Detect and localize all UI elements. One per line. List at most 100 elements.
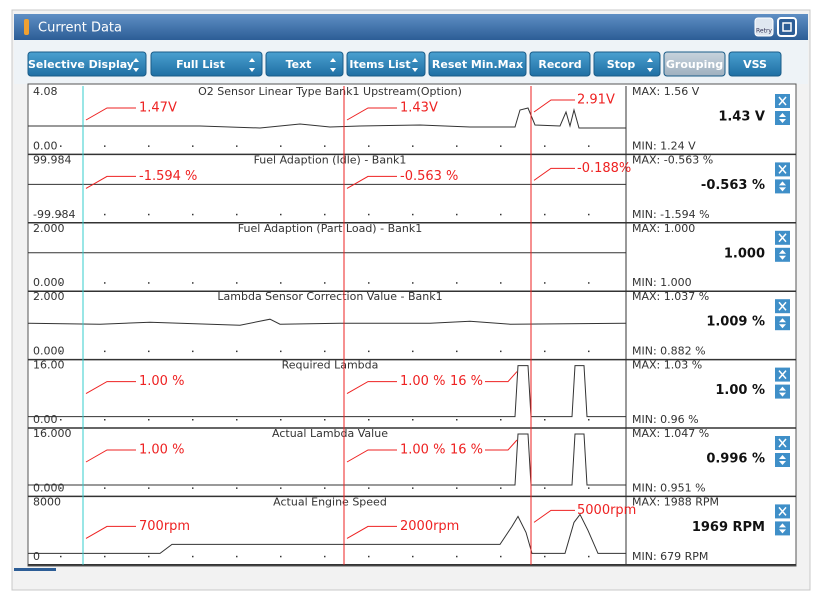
toolbar-button[interactable]: [265, 51, 344, 77]
annotation-arrow: [85, 449, 136, 463]
tick-dot: [60, 487, 62, 489]
close-icon: [778, 506, 787, 516]
scale-bottom: -99.984: [33, 208, 75, 221]
current-value: -0.563 %: [701, 178, 765, 193]
tick-dot: [368, 145, 370, 147]
min-value: MIN: -1.594 %: [632, 208, 710, 221]
order-button[interactable]: [775, 316, 790, 331]
annotation: 1.47V: [139, 101, 177, 116]
annotation: -1.594 %: [139, 169, 197, 184]
waveform: [28, 107, 626, 129]
updown-icon: [249, 58, 255, 72]
scale-bottom: 0.000: [33, 345, 65, 358]
sensor-name: Fuel Adaption (Part Load) - Bank1: [238, 222, 422, 235]
tick-dot: [192, 213, 194, 216]
tick-dot: [324, 350, 326, 353]
tick-dot: [324, 419, 326, 421]
max-value: MAX: 1.03 %: [632, 359, 702, 372]
annotation-arrow: [533, 509, 575, 523]
toolbar-button[interactable]: [27, 51, 147, 77]
tick-dot: [60, 419, 62, 421]
tick-dot: [192, 145, 194, 147]
tick-dot: [148, 487, 150, 489]
tick-dot: [236, 487, 238, 489]
tick-dot: [280, 282, 282, 284]
scale-top: 2.000: [33, 290, 65, 303]
button-label: Reset Min.Max: [432, 58, 523, 71]
tick-dot: [368, 555, 370, 558]
button-label: Grouping: [666, 58, 723, 71]
order-icon: [779, 386, 786, 397]
tick-dot: [324, 555, 326, 558]
updown-icon: [412, 58, 418, 72]
tick-dot: [280, 145, 282, 147]
close-icon: [778, 370, 787, 380]
annotation-arrow: [485, 371, 518, 383]
max-value: MAX: -0.563 %: [632, 153, 713, 166]
order-icon: [779, 523, 786, 534]
scale-bottom: 0.00: [33, 139, 58, 152]
tick-dot: [588, 145, 590, 147]
tick-dot: [236, 282, 238, 284]
tick-dot: [588, 350, 590, 353]
toolbar-button[interactable]: [150, 51, 263, 77]
button-label: Record: [538, 58, 581, 71]
tick-dot: [412, 487, 414, 489]
tick-dot: [148, 419, 150, 421]
retry-button[interactable]: [754, 17, 774, 37]
scale-top: 8000: [33, 495, 61, 508]
maximize-button[interactable]: [777, 17, 797, 37]
title-icon: [24, 19, 29, 35]
annotation: 1.00 %: [400, 374, 445, 389]
button-label: Stop: [607, 58, 636, 71]
toolbar-button[interactable]: [529, 51, 591, 77]
tick-dot: [148, 555, 150, 558]
tick-dot: [60, 555, 62, 558]
tick-dot: [60, 282, 62, 284]
tick-dot: [544, 555, 546, 558]
annotation: 700rpm: [139, 519, 190, 534]
order-button[interactable]: [775, 247, 790, 262]
tick-dot: [412, 419, 414, 421]
toolbar-button[interactable]: [346, 51, 426, 77]
toolbar-button[interactable]: [728, 51, 782, 77]
button-label: Items List: [349, 58, 410, 71]
sensor-name: Actual Engine Speed: [273, 495, 387, 508]
order-button[interactable]: [775, 384, 790, 399]
tick-dot: [104, 487, 106, 489]
tick-dot: [368, 419, 370, 421]
button-label: Full List: [176, 58, 225, 71]
toolbar-button[interactable]: [428, 51, 527, 77]
toolbar-button[interactable]: [593, 51, 661, 77]
tick-dot: [500, 555, 502, 558]
order-button[interactable]: [775, 521, 790, 536]
tick-dot: [148, 213, 150, 216]
window-title: Current Data: [38, 21, 122, 36]
annotation-arrow: [533, 99, 575, 113]
maximize-icon: [782, 22, 792, 32]
order-button[interactable]: [775, 179, 790, 194]
annotation-arrow: [346, 525, 397, 539]
tick-dot: [280, 419, 282, 421]
close-icon: [778, 301, 787, 311]
order-button[interactable]: [775, 453, 790, 467]
tick-dot: [280, 213, 282, 216]
tick-dot: [104, 282, 106, 284]
order-button[interactable]: [775, 111, 790, 125]
min-value: MIN: 0.951 %: [632, 481, 706, 494]
order-icon: [779, 113, 786, 123]
updown-icon: [133, 58, 139, 72]
order-icon: [779, 318, 786, 329]
sensor-name: O2 Sensor Linear Type Bank1 Upstream(Opt…: [198, 85, 462, 98]
tick-dot: [412, 282, 414, 284]
tick-dot: [148, 145, 150, 147]
tick-dot: [544, 213, 546, 216]
tick-dot: [588, 282, 590, 284]
current-value: 0.996 %: [706, 452, 765, 467]
button-label: Selective Display: [28, 58, 134, 71]
scale-top: 16.000: [33, 427, 72, 440]
waveform: [28, 433, 626, 486]
tick-dot: [412, 555, 414, 558]
tick-dot: [368, 487, 370, 489]
